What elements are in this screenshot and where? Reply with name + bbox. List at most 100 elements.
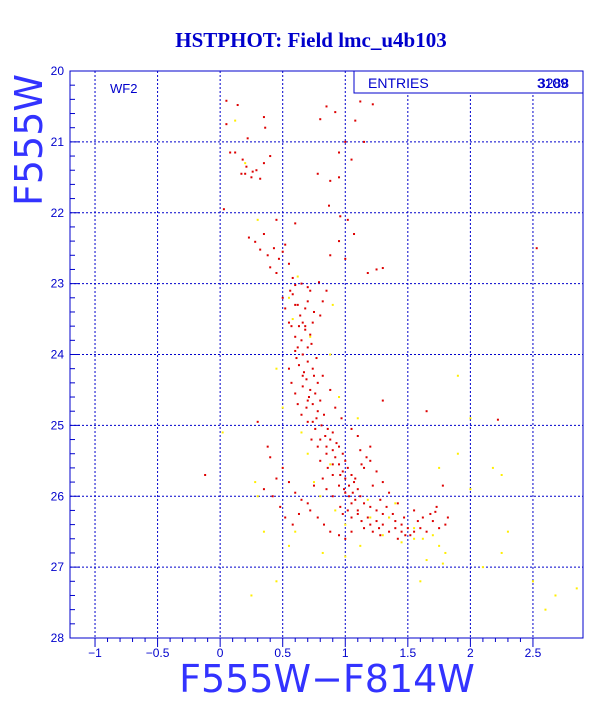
y-axis-title: F555W <box>7 74 51 206</box>
yellow-point <box>506 530 509 533</box>
red-point <box>319 399 322 402</box>
red-point <box>296 346 299 349</box>
red-point <box>338 240 341 243</box>
red-point <box>316 445 319 448</box>
red-point <box>241 158 244 161</box>
red-point <box>363 140 366 143</box>
y-tick-label: 26 <box>51 489 65 503</box>
red-point <box>359 100 362 103</box>
red-point <box>306 300 309 303</box>
red-point <box>348 495 351 498</box>
red-point <box>319 459 322 462</box>
red-point <box>339 473 342 476</box>
red-point <box>391 512 394 515</box>
red-point <box>329 254 332 257</box>
red-point <box>225 123 228 126</box>
red-point <box>321 300 324 303</box>
red-point <box>272 247 275 250</box>
red-point <box>322 523 325 526</box>
red-point <box>331 495 334 498</box>
red-point <box>256 420 259 423</box>
red-point <box>381 399 384 402</box>
red-point <box>359 495 362 498</box>
red-point <box>369 445 372 448</box>
red-point <box>356 488 359 491</box>
red-point <box>291 293 294 296</box>
red-point <box>425 410 428 413</box>
yellow-point <box>381 534 384 537</box>
red-point <box>413 509 416 512</box>
red-point <box>360 463 363 466</box>
red-point <box>385 505 388 508</box>
red-point <box>315 357 318 360</box>
yellow-point <box>438 544 441 547</box>
yellow-point <box>344 523 347 526</box>
red-point <box>394 520 397 523</box>
red-point <box>444 523 447 526</box>
red-point <box>350 427 353 430</box>
red-point <box>295 357 298 360</box>
red-point <box>271 495 274 498</box>
yellow-point <box>331 303 334 306</box>
red-point <box>277 257 280 260</box>
red-point <box>262 233 265 236</box>
red-point <box>204 473 207 476</box>
red-point <box>312 484 315 487</box>
red-point <box>338 484 341 487</box>
red-point <box>287 481 290 484</box>
red-point <box>429 512 432 515</box>
yellow-point <box>394 502 397 505</box>
grid-lines <box>70 71 583 638</box>
yellow-point <box>262 530 265 533</box>
yellow-point <box>319 495 322 498</box>
red-point <box>356 435 359 438</box>
red-point <box>234 151 237 154</box>
red-point <box>400 530 403 533</box>
red-point <box>294 349 297 352</box>
red-point <box>301 321 304 324</box>
red-point <box>309 509 312 512</box>
y-tick-label: 21 <box>51 135 65 149</box>
red-point <box>403 516 406 519</box>
red-point <box>296 403 299 406</box>
red-point <box>311 420 314 423</box>
red-point <box>297 364 300 367</box>
red-point <box>338 534 341 537</box>
red-point <box>341 452 344 455</box>
red-point <box>354 498 357 501</box>
red-point <box>338 463 341 466</box>
y-axis-ticks: 20 21 22 23 24 25 26 27 28 <box>51 64 80 645</box>
red-point <box>354 119 357 122</box>
x-tick-label: 2.5 <box>525 646 542 660</box>
red-point <box>309 289 312 292</box>
red-point <box>381 481 384 484</box>
yellow-point <box>329 353 332 356</box>
red-point <box>371 103 374 106</box>
red-point <box>262 162 265 165</box>
stats-box-frame <box>353 70 584 94</box>
yellow-point <box>275 580 278 583</box>
red-point <box>281 296 284 299</box>
red-point <box>353 481 356 484</box>
yellow-point <box>338 396 341 399</box>
red-point <box>304 328 307 331</box>
yellow-point <box>356 417 359 420</box>
red-point <box>396 502 399 505</box>
red-point <box>319 118 322 121</box>
red-point <box>287 321 290 324</box>
yellow-point <box>413 527 416 530</box>
yellow-point <box>291 318 294 321</box>
yellow-point <box>413 537 416 540</box>
red-point <box>275 271 278 274</box>
red-point <box>394 527 397 530</box>
red-point <box>340 417 343 420</box>
red-point <box>229 151 232 154</box>
red-point <box>319 314 322 317</box>
red-point <box>331 463 334 466</box>
yellow-point <box>425 559 428 562</box>
red-point <box>346 509 349 512</box>
red-point <box>375 268 378 271</box>
red-point <box>236 104 239 107</box>
red-point <box>369 459 372 462</box>
red-point <box>245 165 248 168</box>
